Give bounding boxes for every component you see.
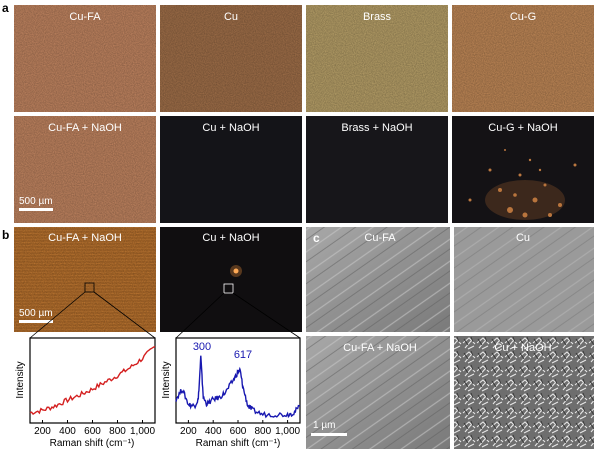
x-tick-label: 800 bbox=[109, 426, 126, 437]
photo-label-cu-g-naoh: Cu-G + NaOH bbox=[488, 122, 557, 134]
scale-bar-b bbox=[19, 320, 53, 323]
x-tick-label: 400 bbox=[59, 426, 76, 437]
photo-label-cu-g: Cu-G bbox=[510, 11, 536, 23]
chart-ylabel: Intensity bbox=[161, 361, 172, 398]
x-tick-label: 400 bbox=[205, 426, 222, 437]
chart-xlabel: Raman shift (cm⁻¹) bbox=[50, 438, 135, 449]
zoom-line-right-a bbox=[175, 292, 225, 339]
zoom-line-left-a bbox=[29, 291, 86, 339]
spectrum-blue-line bbox=[175, 355, 301, 419]
scale-bar-a bbox=[19, 208, 53, 211]
x-tick-label: 600 bbox=[230, 426, 247, 437]
photo-cu-fa: Cu-FA bbox=[14, 5, 156, 112]
sem-label-cu-fa: Cu-FA bbox=[364, 232, 396, 244]
panel-a-letter: a bbox=[2, 1, 9, 15]
photo-label-brass-naoh: Brass + NaOH bbox=[341, 122, 412, 134]
sem-cu: Cu bbox=[454, 227, 594, 332]
zoom-line-left-b bbox=[93, 291, 156, 339]
scale-bar-b-label: 500 µm bbox=[19, 308, 53, 319]
zoom-box-left bbox=[84, 282, 95, 293]
chart-frame bbox=[29, 337, 156, 424]
micrograph-cu-naoh: Cu + NaOH bbox=[160, 227, 302, 332]
sem-cu-naoh: Cu + NaOH bbox=[454, 336, 594, 449]
photo-cu: Cu bbox=[160, 5, 302, 112]
sem-label-cu: Cu bbox=[516, 232, 530, 244]
scale-bar-a-label: 500 µm bbox=[19, 196, 53, 207]
micrograph-label-cu-naoh: Cu + NaOH bbox=[202, 232, 259, 244]
x-tick-label: 600 bbox=[84, 426, 101, 437]
sem-label-cu-naoh: Cu + NaOH bbox=[494, 342, 551, 354]
photo-label-cu-naoh: Cu + NaOH bbox=[202, 122, 259, 134]
micrograph-cu-fa-naoh: Cu-FA + NaOH 500 µm bbox=[14, 227, 156, 332]
scale-bar-c-label: 1 µm bbox=[313, 420, 335, 431]
x-tick-label: 200 bbox=[180, 426, 197, 437]
zoom-box-right bbox=[223, 283, 234, 294]
photo-cu-fa-naoh: Cu-FA + NaOH 500 µm bbox=[14, 116, 156, 223]
x-tick-label: 1,000 bbox=[130, 426, 155, 437]
sem-label-cu-fa-naoh: Cu-FA + NaOH bbox=[343, 342, 417, 354]
sem-cu-fa: c Cu-FA bbox=[306, 227, 450, 332]
photo-label-cu: Cu bbox=[224, 11, 238, 23]
photo-label-brass: Brass bbox=[363, 11, 392, 23]
chart-xlabel: Raman shift (cm⁻¹) bbox=[196, 438, 281, 449]
peak-label-300: 300 bbox=[193, 341, 211, 353]
photo-brass: Brass bbox=[306, 5, 448, 112]
scale-bar-c bbox=[311, 433, 347, 436]
peak-label-617: 617 bbox=[234, 349, 252, 361]
panel-c-letter: c bbox=[313, 231, 320, 245]
micrograph-label-cu-fa-naoh: Cu-FA + NaOH bbox=[48, 232, 122, 244]
x-tick-label: 1,000 bbox=[275, 426, 300, 437]
x-tick-label: 200 bbox=[34, 426, 51, 437]
photo-cu-g: Cu-G bbox=[452, 5, 594, 112]
spectrum-red-line bbox=[29, 345, 156, 416]
chart-ylabel: Intensity bbox=[15, 361, 26, 398]
raman-chart-cu-fa-naoh: Intensity Raman shift (cm⁻¹) 200 400 600 80… bbox=[15, 337, 156, 449]
photo-brass-naoh: Brass + NaOH bbox=[306, 116, 448, 223]
photo-label-cu-fa-naoh: Cu-FA + NaOH bbox=[48, 122, 122, 134]
photo-label-cu-fa: Cu-FA bbox=[69, 11, 101, 23]
sem-cu-fa-naoh: Cu-FA + NaOH 1 µm bbox=[306, 336, 450, 449]
panel-b-letter: b bbox=[2, 228, 9, 242]
photo-cu-naoh: Cu + NaOH bbox=[160, 116, 302, 223]
chart-frame bbox=[175, 337, 301, 424]
photo-cu-g-naoh: Cu-G + NaOH bbox=[452, 116, 594, 223]
zoom-line-right-b bbox=[232, 292, 301, 339]
x-tick-label: 800 bbox=[254, 426, 271, 437]
raman-chart-cu-naoh: Intensity Raman shift (cm⁻¹) 200 400 600 80… bbox=[161, 337, 301, 449]
